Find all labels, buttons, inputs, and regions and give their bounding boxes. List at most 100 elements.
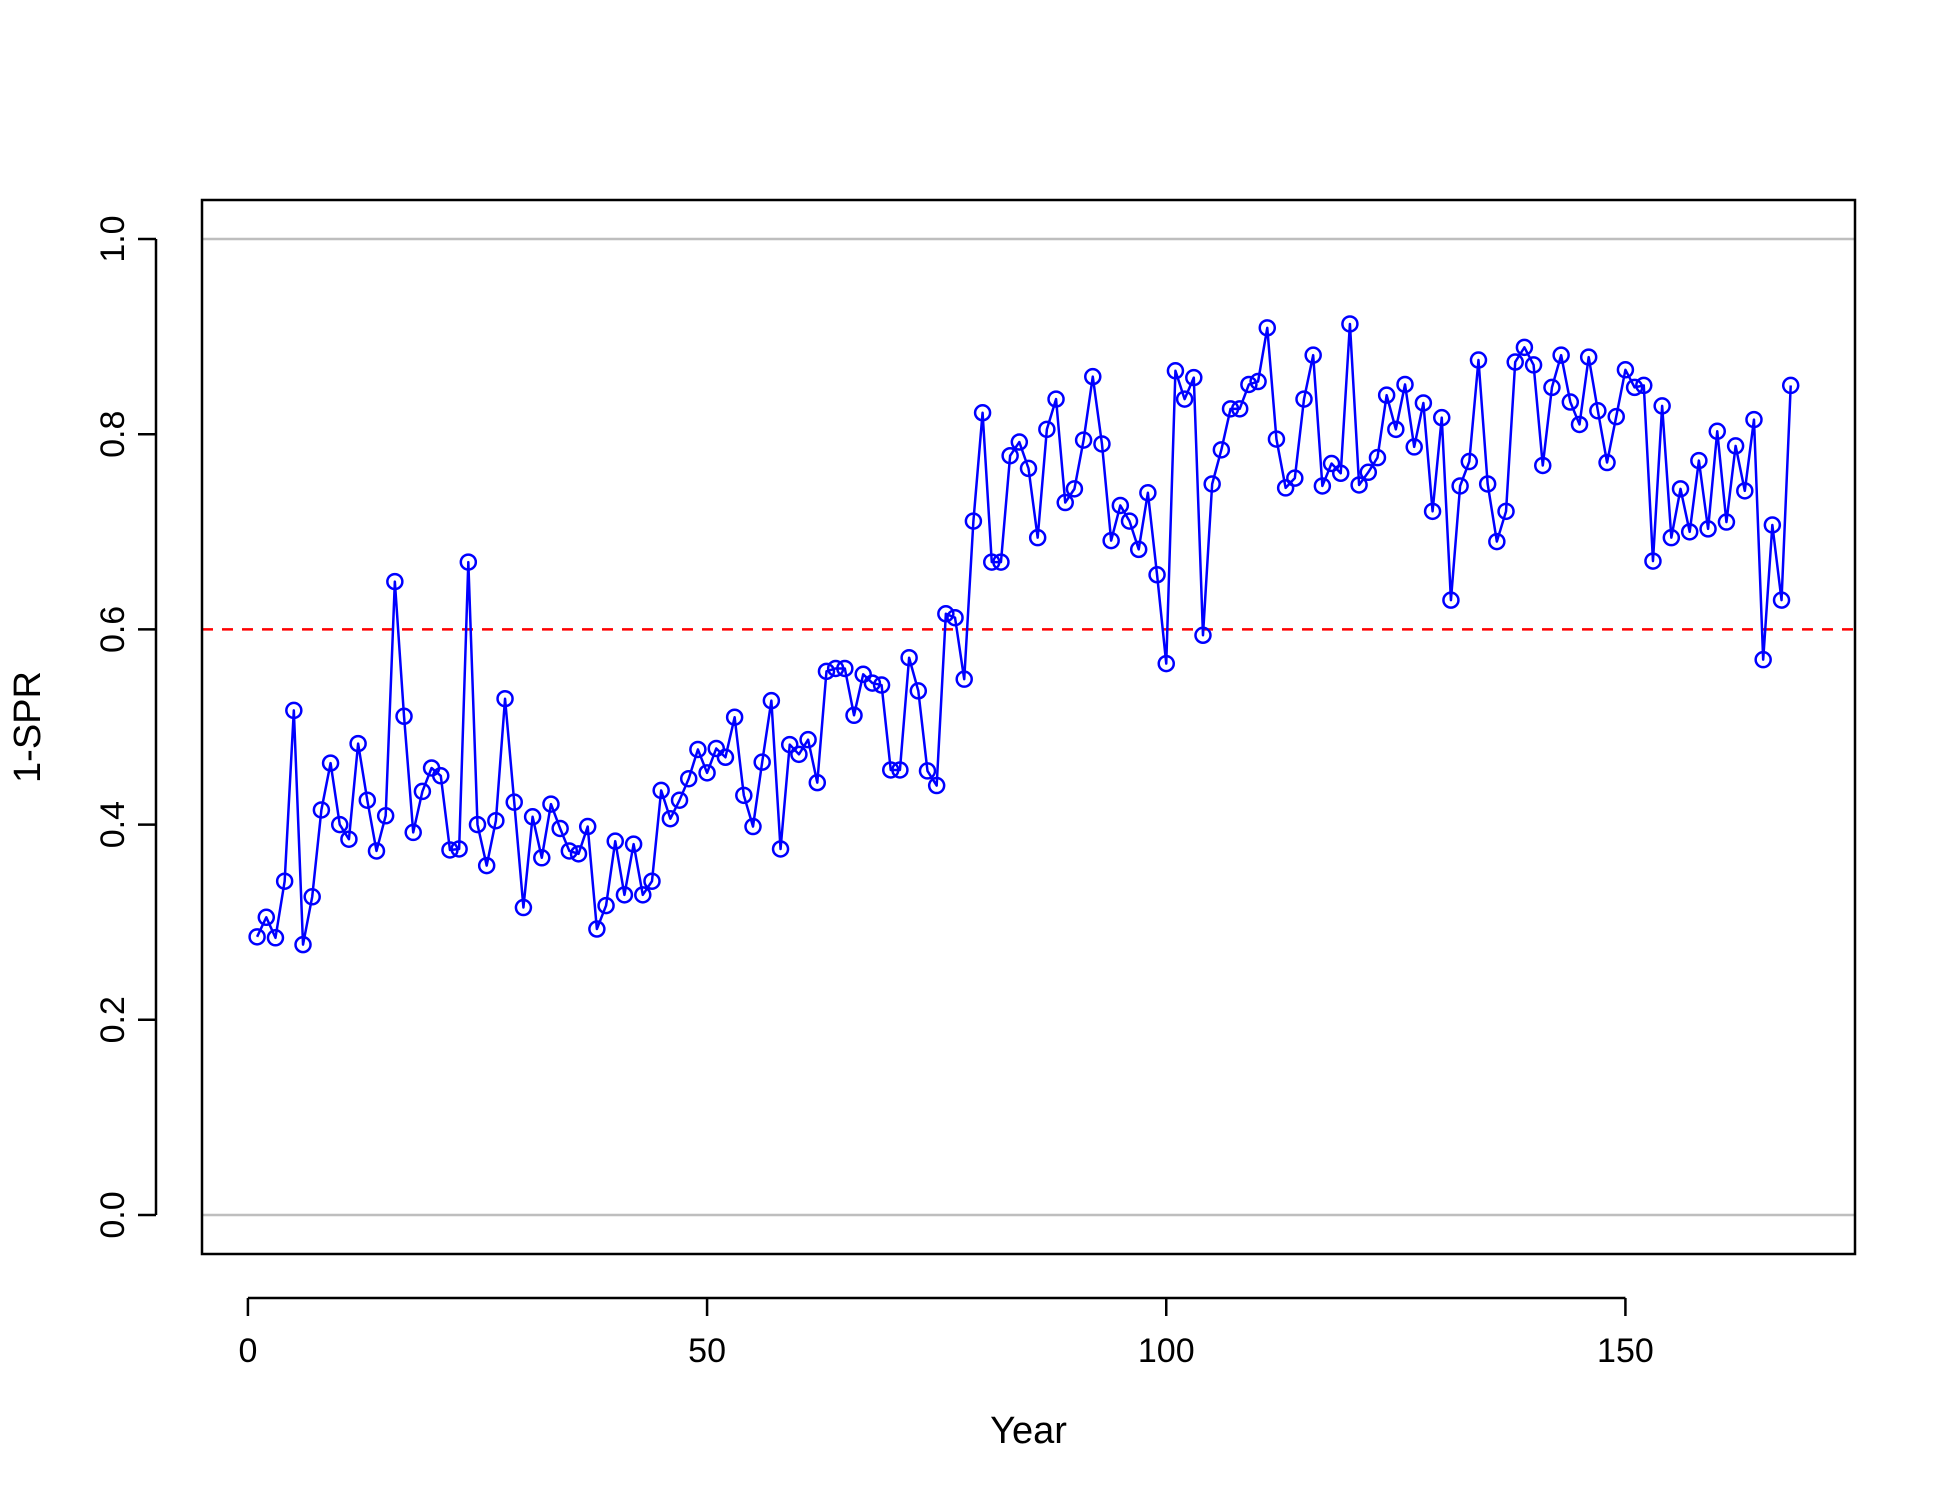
- data-point: [1056, 493, 1074, 512]
- data-point: [441, 841, 459, 859]
- data-point: [1267, 430, 1286, 448]
- y-axis-title: 1-SPR: [7, 671, 49, 783]
- y-tick-label: 0.6: [94, 606, 132, 653]
- data-point: [1276, 479, 1295, 497]
- data-point: [1497, 502, 1515, 521]
- data-point: [1579, 348, 1598, 366]
- data-point: [817, 662, 836, 681]
- data-point: [1534, 456, 1552, 475]
- data-point: [771, 840, 790, 858]
- data-point: [1506, 353, 1524, 371]
- x-tick-label: 50: [688, 1332, 726, 1370]
- data-point: [606, 832, 624, 850]
- data-point: [1102, 531, 1120, 550]
- data-point: [1607, 407, 1625, 426]
- data-point: [780, 735, 799, 754]
- data-point: [1726, 437, 1745, 455]
- data-point: [1139, 484, 1157, 502]
- data-point: [376, 807, 395, 825]
- data-point: [744, 817, 762, 836]
- data-point: [799, 730, 817, 749]
- data-point: [753, 753, 771, 771]
- data-point: [1717, 513, 1736, 531]
- data-point: [1047, 390, 1065, 408]
- data-point: [514, 898, 533, 917]
- data-point: [569, 845, 588, 863]
- data-point: [1230, 400, 1249, 418]
- data-point: [845, 706, 863, 725]
- data-point: [1258, 319, 1277, 337]
- data-point: [1460, 452, 1479, 471]
- data-point: [1442, 591, 1460, 609]
- data-point: [1074, 431, 1093, 449]
- data-point: [1129, 540, 1148, 559]
- data-point: [643, 872, 661, 890]
- data-point: [294, 935, 312, 954]
- data-point: [533, 849, 551, 867]
- data-point: [1515, 338, 1534, 357]
- data-point: [762, 691, 781, 710]
- data-point: [285, 701, 303, 720]
- data-point: [1038, 420, 1056, 439]
- data-point: [1212, 441, 1231, 459]
- data-point: [340, 830, 358, 848]
- x-axis-title: Year: [990, 1410, 1067, 1452]
- data-point: [1166, 362, 1185, 380]
- y-tick-label: 0.0: [94, 1191, 132, 1238]
- x-tick-label: 150: [1597, 1332, 1654, 1370]
- data-point: [266, 929, 285, 947]
- data-point: [1194, 626, 1212, 645]
- data-point: [358, 791, 377, 809]
- data-point: [1754, 650, 1772, 669]
- data-point: [790, 745, 808, 764]
- data-point: [1304, 346, 1322, 364]
- data-point: [983, 553, 1001, 571]
- y-tick-label: 0.2: [94, 996, 132, 1043]
- data-point: [1322, 454, 1341, 473]
- data-point: [826, 659, 845, 678]
- data-point: [1589, 402, 1607, 420]
- data-point: [1331, 464, 1350, 483]
- data-point: [560, 842, 579, 860]
- data-point: [1350, 476, 1368, 494]
- series-layer: [248, 315, 1800, 954]
- data-point: [1148, 566, 1166, 584]
- data-point: [992, 553, 1010, 571]
- data-point: [1111, 496, 1130, 515]
- data-point: [1093, 435, 1111, 453]
- data-point: [505, 793, 523, 811]
- data-point: [413, 782, 432, 801]
- y-axis: 0.0 0.2 0.4 0.6 0.8 1.0: [94, 215, 158, 1239]
- data-point: [863, 674, 882, 692]
- data-point: [1616, 361, 1635, 379]
- data-point: [661, 809, 680, 828]
- data-point: [615, 886, 634, 904]
- data-point: [459, 553, 478, 571]
- data-point: [1249, 372, 1267, 391]
- data-point: [900, 648, 918, 667]
- data-point: [386, 572, 404, 591]
- series-line: [255, 322, 1792, 946]
- data-point: [927, 776, 946, 795]
- data-point: [891, 761, 909, 779]
- data-point: [1010, 433, 1029, 451]
- data-point: [523, 808, 542, 826]
- data-point: [946, 608, 964, 627]
- data-point: [1478, 475, 1497, 493]
- data-point: [1185, 368, 1203, 387]
- data-point: [1469, 351, 1488, 369]
- data-point: [872, 676, 891, 694]
- data-point: [588, 920, 606, 938]
- data-point: [1368, 448, 1387, 467]
- data-point: [257, 908, 276, 927]
- data-point: [1359, 463, 1378, 482]
- data-point: [275, 872, 294, 890]
- data-point: [707, 739, 726, 758]
- data-point: [1745, 410, 1763, 429]
- data-point: [698, 764, 716, 782]
- y-tick-label: 0.8: [94, 411, 132, 458]
- data-point: [1699, 520, 1717, 538]
- data-point: [808, 773, 827, 792]
- data-point: [1736, 482, 1754, 500]
- data-point: [1175, 390, 1194, 408]
